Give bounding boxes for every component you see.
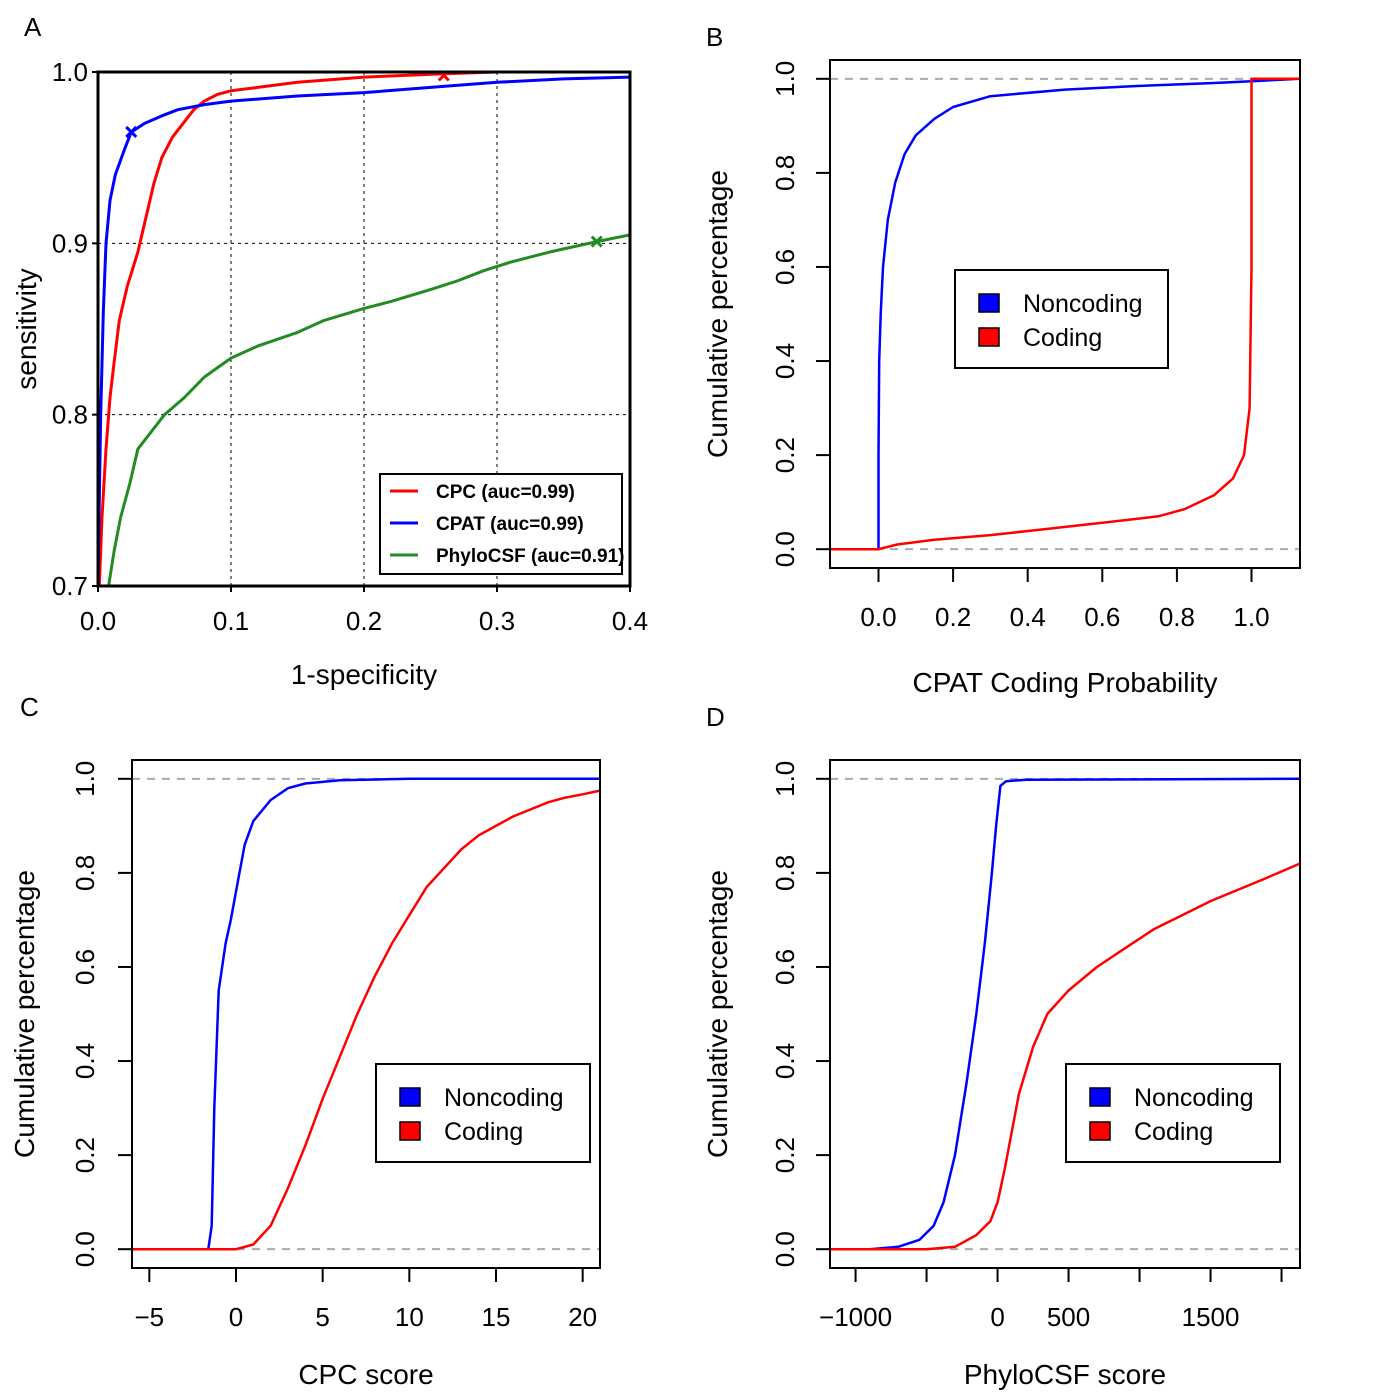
y-axis-label: Cumulative percentage	[9, 870, 40, 1158]
legend-label: PhyloCSF (auc=0.91)	[436, 546, 624, 567]
legend-swatch	[1089, 1087, 1111, 1107]
legend-swatch	[978, 327, 1000, 347]
legend-box	[379, 473, 623, 575]
x-tick-label: 0.8	[1159, 602, 1195, 632]
y-tick-label: 0.2	[770, 1137, 800, 1173]
series-line-cpat	[98, 75, 630, 586]
panel-b-cpat-cdf-chart: 0.0 0.2 0.4 0.6 0.8 1.0 0.0 0.2 0.4 0.6 0.8 1.0 CPAT…	[702, 59, 1301, 698]
legend-label: Coding	[444, 1118, 523, 1146]
y-tick-label: 0.8	[770, 155, 800, 191]
y-tick-label: 0.0	[70, 1231, 100, 1267]
y-axis-label: sensitivity	[11, 268, 42, 389]
panel-letter-c: C	[20, 692, 39, 722]
series-group	[132, 777, 600, 1251]
threshold-marker-phylocsf	[590, 235, 603, 248]
y-tick-label: 0.6	[770, 949, 800, 985]
y-tick-label: 0.8	[70, 855, 100, 891]
legend-box	[375, 1063, 591, 1163]
legend-label: Noncoding	[444, 1084, 564, 1112]
y-axis-label: Cumulative percentage	[702, 870, 733, 1158]
y-tick-label: 0.4	[770, 1043, 800, 1079]
x-tick-label: 0.3	[479, 606, 515, 636]
series-line-cpc	[98, 72, 630, 586]
x-tick-label: 500	[1047, 1302, 1090, 1332]
legend-swatch	[978, 293, 1000, 313]
x-tick-label: −5	[135, 1302, 165, 1332]
y-tick-label: 0.4	[770, 343, 800, 379]
legend-label: Noncoding	[1134, 1084, 1254, 1112]
x-tick-label: 1500	[1182, 1302, 1240, 1332]
x-axis-label: CPAT Coding Probability	[912, 667, 1217, 698]
panel-a-roc-chart: 0.0 0.1 0.2 0.3 0.4 0.7 0.8 0.9 1.0 1-specificity…	[11, 57, 648, 690]
x-tick-label: −1000	[819, 1302, 892, 1332]
y-tick-label: 1.0	[52, 57, 88, 87]
y-tick-label: 0.8	[770, 855, 800, 891]
legend-label: CPAT (auc=0.99)	[436, 514, 584, 535]
x-tick-label: 0.4	[612, 606, 648, 636]
plot-frame	[131, 759, 601, 1269]
legend-box	[954, 269, 1169, 369]
legend-box	[1065, 1063, 1281, 1163]
series-line-phylocsf	[107, 233, 630, 586]
series-line-coding	[830, 862, 1300, 1251]
y-tick-label: 0.0	[770, 1231, 800, 1267]
plot-frame	[829, 759, 1301, 1269]
x-tick-label: 1.0	[1233, 602, 1269, 632]
x-tick-label: 0	[229, 1302, 243, 1332]
x-tick-label: 0.2	[346, 606, 382, 636]
y-tick-label: 1.0	[770, 761, 800, 797]
legend-swatch	[399, 1121, 421, 1141]
y-tick-label: 0.8	[52, 400, 88, 430]
series-line-noncoding	[830, 777, 1300, 1251]
legend-swatch	[399, 1087, 421, 1107]
legend-label: CPC (auc=0.99)	[436, 482, 575, 503]
legend-label: Coding	[1023, 324, 1102, 352]
panel-c-cpc-cdf-chart: −5 0 5 10 15 20 0.0 0.2 0.4 0.6 0.8 1.0 CPC score Cum…	[9, 759, 601, 1390]
y-axis-label: Cumulative percentage	[702, 170, 733, 458]
x-axis-label: 1-specificity	[291, 659, 437, 690]
series-group	[830, 77, 1300, 551]
y-tick-label: 0.6	[770, 249, 800, 285]
x-tick-label: 10	[395, 1302, 424, 1332]
series-group	[830, 777, 1300, 1251]
x-tick-label: 0.6	[1084, 602, 1120, 632]
legend-label: Noncoding	[1023, 290, 1143, 318]
x-tick-label: 5	[315, 1302, 329, 1332]
panel-letter-a: A	[24, 12, 42, 42]
panel-d-phylocsf-cdf-chart: −1000 0 500 1500 0.0 0.2 0.4 0.6 0.8 1.0 PhyloCSF …	[702, 759, 1301, 1390]
y-tick-label: 0.0	[770, 531, 800, 567]
y-tick-label: 1.0	[70, 761, 100, 797]
y-tick-label: 0.7	[52, 571, 88, 601]
series-line-coding	[132, 789, 600, 1251]
y-tick-label: 1.0	[770, 61, 800, 97]
x-tick-label: 0.1	[213, 606, 249, 636]
series-line-noncoding	[830, 77, 1300, 551]
x-axis-label: PhyloCSF score	[964, 1359, 1166, 1390]
legend-label: Coding	[1134, 1118, 1213, 1146]
y-tick-label: 0.2	[70, 1137, 100, 1173]
x-tick-label: 0	[990, 1302, 1004, 1332]
x-tick-label: 0.0	[80, 606, 116, 636]
series-line-coding	[830, 77, 1300, 551]
x-axis-label: CPC score	[298, 1359, 433, 1390]
x-tick-label: 15	[482, 1302, 511, 1332]
panel-letter-b: B	[706, 22, 723, 52]
x-tick-label: 0.2	[935, 602, 971, 632]
series-line-noncoding	[132, 777, 600, 1251]
y-tick-label: 0.9	[52, 228, 88, 258]
y-tick-label: 0.2	[770, 437, 800, 473]
threshold-marker-cpat	[125, 125, 138, 139]
x-tick-label: 0.0	[860, 602, 896, 632]
x-tick-label: 0.4	[1010, 602, 1046, 632]
y-tick-label: 0.4	[70, 1043, 100, 1079]
x-tick-label: 20	[568, 1302, 597, 1332]
panel-letter-d: D	[706, 702, 725, 732]
legend-swatch	[1089, 1121, 1111, 1141]
plot-frame	[829, 59, 1301, 569]
y-tick-label: 0.6	[70, 949, 100, 985]
series-group	[98, 72, 630, 586]
